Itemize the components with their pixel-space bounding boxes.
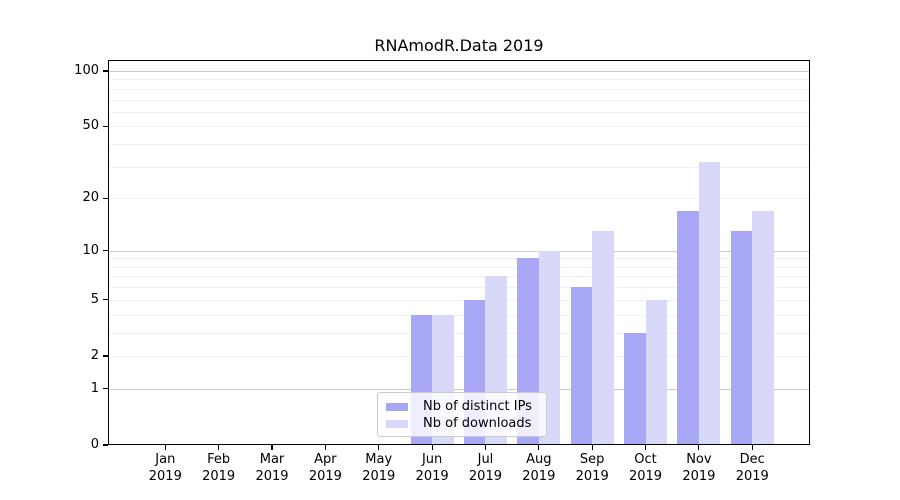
- gridline-30: [108, 166, 810, 168]
- bar-sep-downloads: [592, 231, 614, 445]
- legend-label-distinct-ips: Nb of distinct IPs: [423, 399, 532, 414]
- plot-area: Nb of distinct IPs Nb of downloads: [108, 60, 810, 445]
- gridline-2: [108, 355, 810, 357]
- legend-swatch-downloads: [386, 419, 408, 428]
- gridline-10: [108, 250, 810, 252]
- x-tick-mar: [271, 445, 273, 450]
- x-tick-jan: [164, 445, 166, 450]
- y-tick-100: [103, 70, 108, 72]
- x-tick-nov: [698, 445, 700, 450]
- x-tick-feb: [218, 445, 220, 450]
- bar-oct-distinct-ips: [624, 332, 646, 445]
- gridline-100: [108, 70, 810, 72]
- x-tick-jun: [431, 445, 433, 450]
- gridline-70: [108, 99, 810, 101]
- x-tick-label-dec: Dec 2019: [735, 452, 769, 484]
- bar-sep-distinct-ips: [570, 287, 593, 445]
- y-tick-5: [103, 299, 108, 301]
- x-tick-label-sep: Sep 2019: [575, 452, 609, 484]
- gridline-90: [108, 79, 810, 81]
- bar-dec-distinct-ips: [730, 231, 753, 445]
- x-tick-label-feb: Feb 2019: [202, 452, 236, 484]
- y-tick-50: [103, 125, 108, 127]
- x-tick-label-jan: Jan 2019: [148, 452, 182, 484]
- gridline-20: [108, 198, 810, 200]
- x-tick-label-jun: Jun 2019: [415, 452, 449, 484]
- gridline-7: [108, 276, 810, 278]
- bar-dec-downloads: [752, 210, 774, 445]
- y-tick-label-20: 20: [82, 190, 99, 206]
- x-tick-may: [378, 445, 380, 450]
- y-tick-label-50: 50: [82, 118, 99, 134]
- y-tick-label-10: 10: [82, 242, 99, 258]
- gridline-50: [108, 126, 810, 128]
- y-tick-1: [103, 388, 108, 390]
- y-tick-20: [103, 197, 108, 199]
- legend-item-distinct-ips: Nb of distinct IPs: [386, 398, 540, 415]
- y-tick-label-100: 100: [74, 62, 99, 78]
- bar-nov-distinct-ips: [677, 210, 699, 445]
- x-tick-sep: [591, 445, 593, 450]
- x-tick-label-nov: Nov 2019: [682, 452, 716, 484]
- x-tick-label-may: May 2019: [362, 452, 396, 484]
- gridline-3: [108, 332, 810, 334]
- gridline-4: [108, 314, 810, 316]
- bars-layer: [108, 60, 810, 445]
- x-tick-oct: [644, 445, 647, 450]
- gridline-5: [108, 299, 810, 301]
- x-tick-label-apr: Apr 2019: [308, 452, 342, 484]
- gridline-80: [108, 88, 810, 90]
- legend-label-downloads: Nb of downloads: [423, 416, 532, 431]
- gridline-60: [108, 111, 810, 113]
- x-tick-label-mar: Mar 2019: [255, 452, 289, 484]
- chart-title: RNAmodR.Data 2019: [374, 36, 544, 55]
- y-tick-label-1: 1: [90, 380, 99, 396]
- y-tick-label-5: 5: [90, 291, 99, 307]
- legend-swatch-distinct-ips: [386, 402, 408, 411]
- gridline-40: [108, 144, 810, 146]
- x-tick-label-aug: Aug 2019: [522, 452, 556, 484]
- x-tick-dec: [751, 445, 753, 450]
- bar-nov-downloads: [698, 161, 721, 445]
- y-tick-label-2: 2: [90, 347, 99, 363]
- legend: Nb of distinct IPs Nb of downloads: [377, 392, 547, 437]
- x-tick-apr: [324, 445, 326, 450]
- y-tick-label-0: 0: [90, 437, 99, 452]
- bar-oct-downloads: [645, 299, 668, 445]
- x-tick-jul: [484, 445, 487, 450]
- y-tick-10: [103, 250, 108, 252]
- gridline-1: [108, 388, 810, 390]
- gridline-8: [108, 266, 810, 268]
- legend-item-downloads: Nb of downloads: [386, 415, 540, 432]
- x-tick-label-oct: Oct 2019: [628, 452, 663, 484]
- gridline-6: [108, 287, 810, 289]
- x-tick-aug: [538, 445, 540, 450]
- x-tick-label-jul: Jul 2019: [468, 452, 502, 484]
- y-tick-2: [103, 355, 108, 357]
- gridline-9: [108, 258, 810, 260]
- y-tick-0: [103, 444, 108, 446]
